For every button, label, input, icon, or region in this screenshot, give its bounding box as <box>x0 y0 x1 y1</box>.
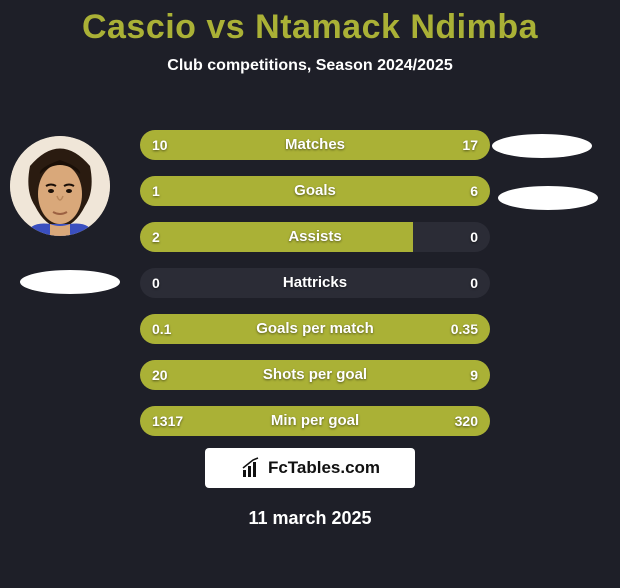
stat-label: Hattricks <box>140 268 490 298</box>
stat-value-left: 1317 <box>152 406 183 436</box>
stat-label: Assists <box>140 222 490 252</box>
stat-value-left: 2 <box>152 222 160 252</box>
stat-value-right: 17 <box>462 130 478 160</box>
stat-value-right: 0 <box>470 268 478 298</box>
stat-label: Shots per goal <box>140 360 490 390</box>
stat-row-matches: Matches10 17 <box>140 130 490 160</box>
stat-value-right: 0.35 <box>451 314 478 344</box>
stat-row-goals: Goals1 6 <box>140 176 490 206</box>
chart-icon <box>240 456 264 480</box>
fctables-text: FcTables.com <box>268 458 380 478</box>
stat-value-left: 20 <box>152 360 168 390</box>
stat-value-right: 6 <box>470 176 478 206</box>
stat-label: Min per goal <box>140 406 490 436</box>
date-line: 11 march 2025 <box>0 508 620 529</box>
stat-value-right: 0 <box>470 222 478 252</box>
stat-label: Matches <box>140 130 490 160</box>
fctables-logo: FcTables.com <box>205 448 415 488</box>
page-title: Cascio vs Ntamack Ndimba <box>0 8 620 47</box>
stat-label: Goals per match <box>140 314 490 344</box>
stat-row-goals-per-match: Goals per match0.1 0.35 <box>140 314 490 344</box>
stat-row-min-per-goal: Min per goal1317 320 <box>140 406 490 436</box>
page-subtitle: Club competitions, Season 2024/2025 <box>0 57 620 75</box>
stat-value-left: 0 <box>152 268 160 298</box>
stat-value-left: 1 <box>152 176 160 206</box>
stat-value-left: 10 <box>152 130 168 160</box>
player-left-name-ellipse <box>20 270 120 294</box>
stat-row-assists: Assists2 0 <box>140 222 490 252</box>
player-right-name-ellipse <box>498 186 598 210</box>
stat-label: Goals <box>140 176 490 206</box>
comparison-bars: Matches1017Goals16Assists20Hattricks00Go… <box>140 130 490 452</box>
player-left-avatar <box>10 136 110 236</box>
stat-row-hattricks: Hattricks0 0 <box>140 268 490 298</box>
stat-row-shots-per-goal: Shots per goal20 9 <box>140 360 490 390</box>
stat-value-right: 320 <box>455 406 478 436</box>
player-right-avatar-ellipse <box>492 134 592 158</box>
stat-value-right: 9 <box>470 360 478 390</box>
stat-value-left: 0.1 <box>152 314 171 344</box>
